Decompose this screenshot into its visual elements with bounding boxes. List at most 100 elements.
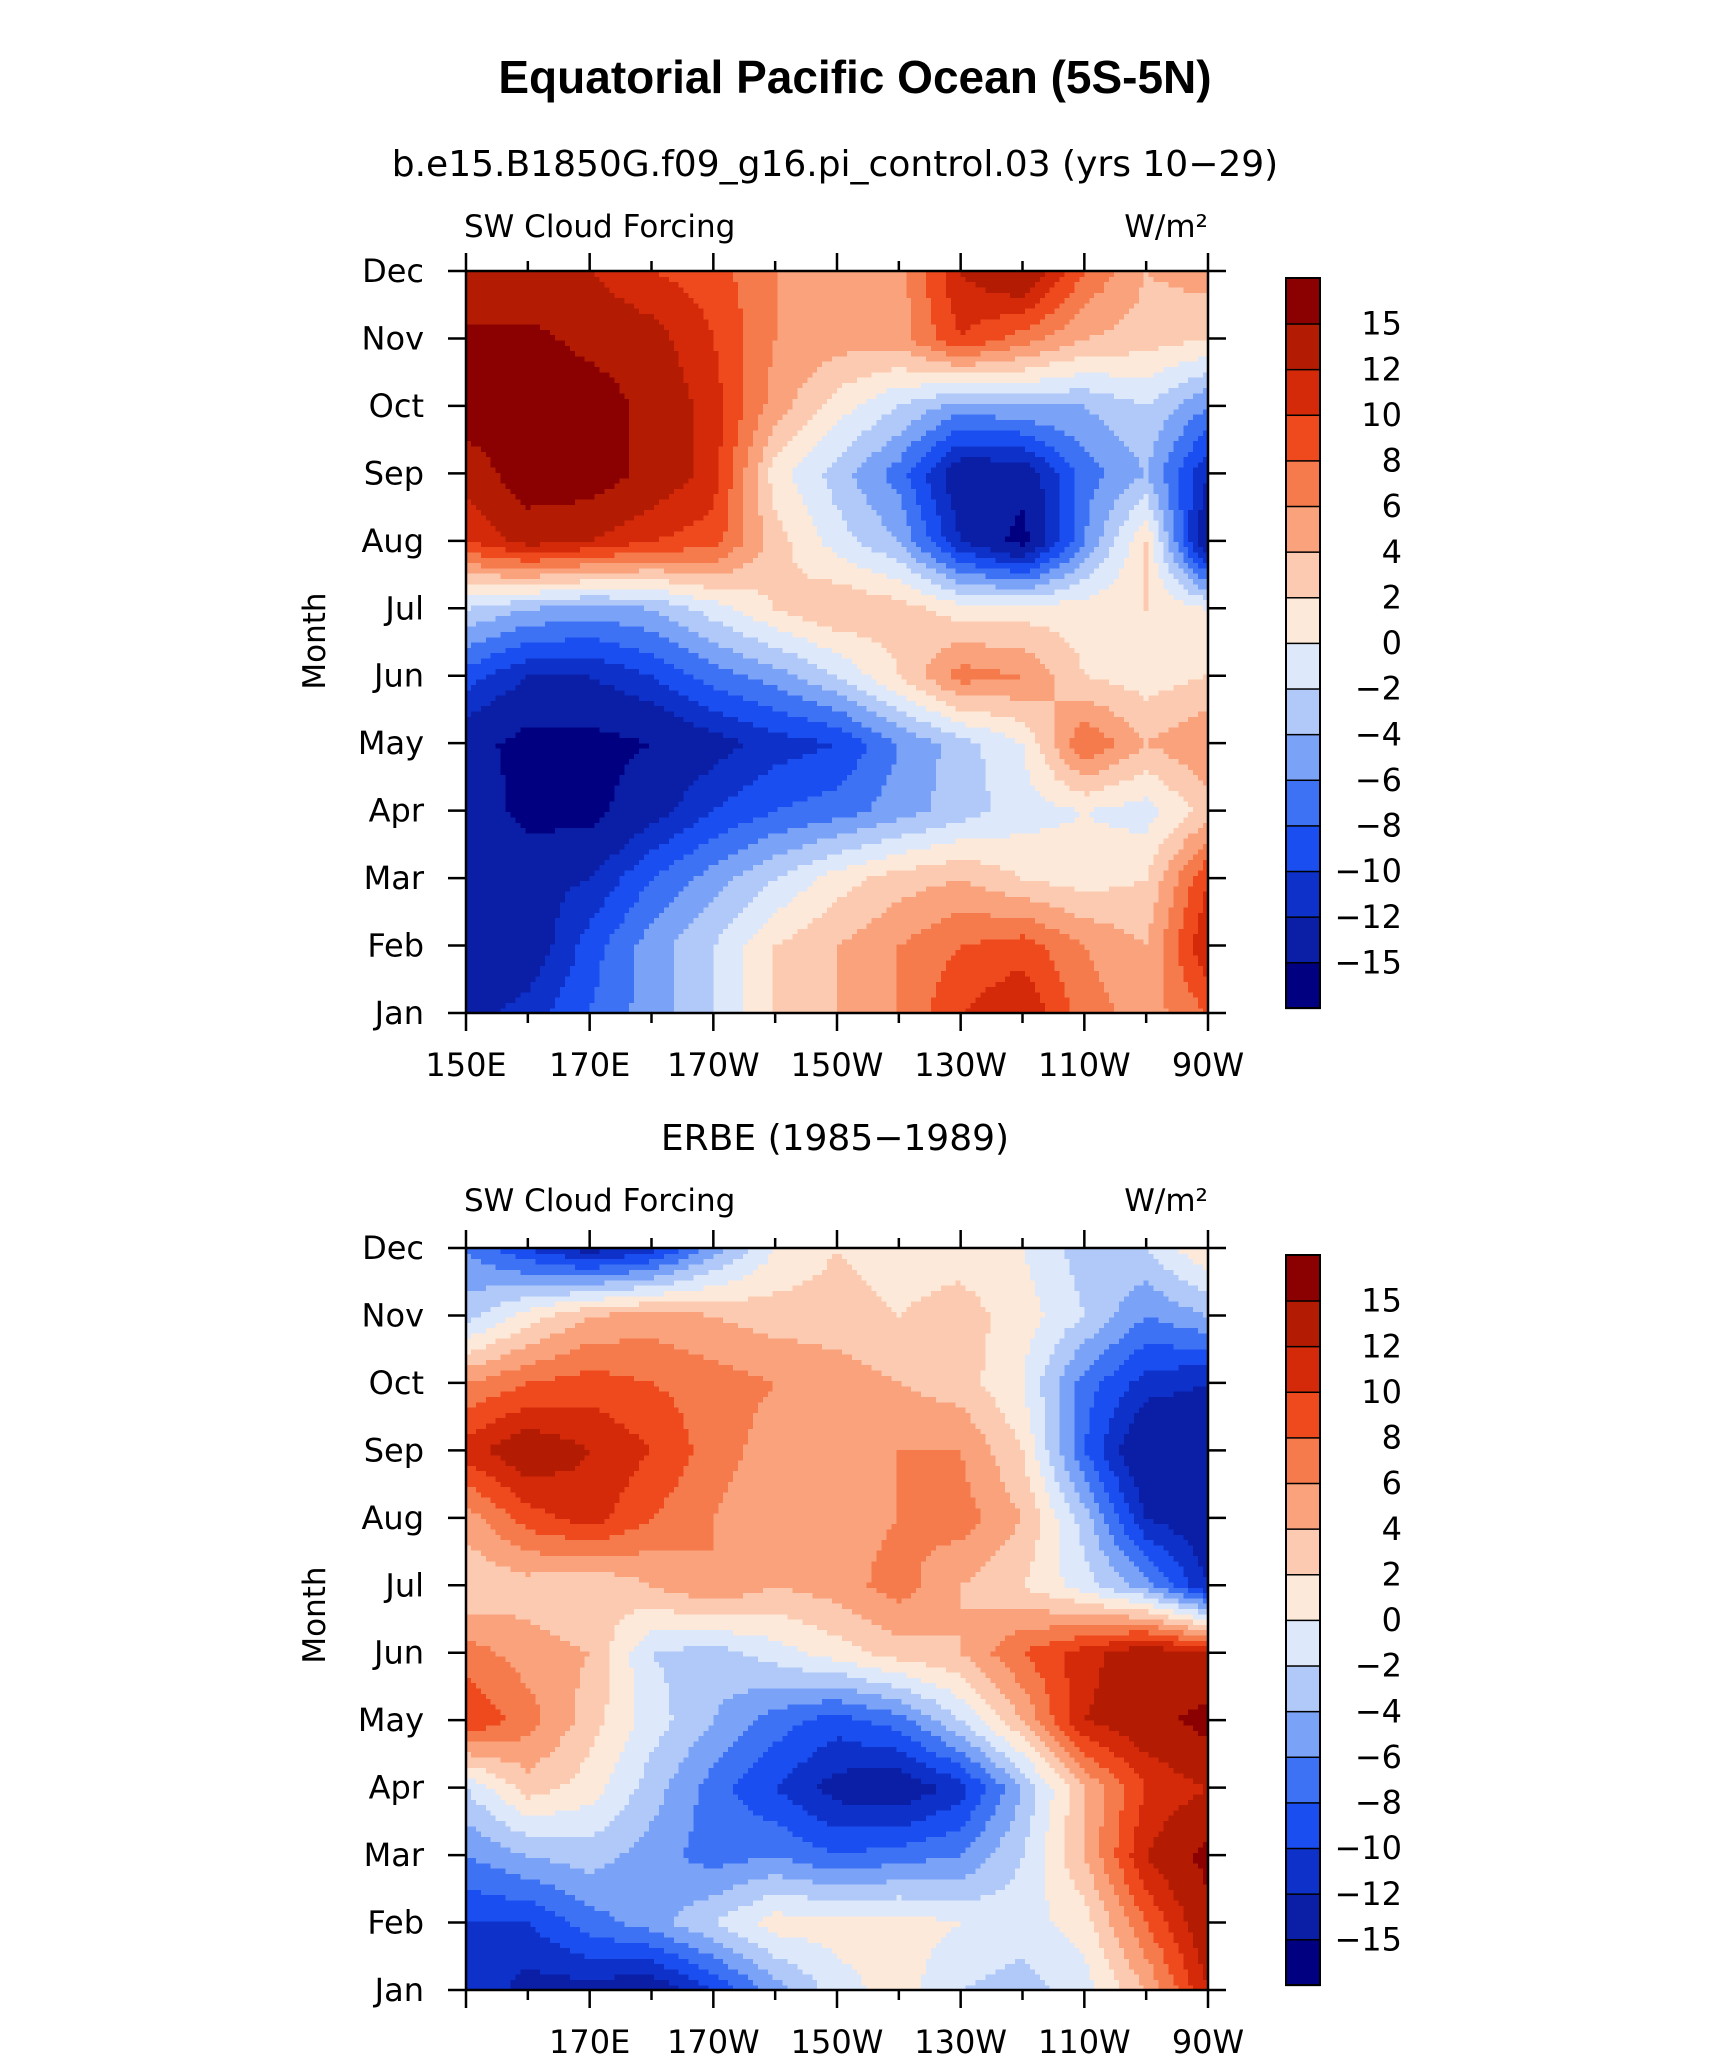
heat-cell: [520, 923, 526, 929]
heat-cell: [738, 896, 744, 902]
heat-cell: [713, 928, 719, 934]
heat-cell: [654, 886, 660, 892]
heat-cell: [971, 949, 977, 955]
heat-cell: [832, 965, 838, 971]
heat-cell: [1114, 960, 1120, 966]
heat-cell: [476, 918, 482, 924]
heat-cell: [891, 976, 897, 982]
heat-cell: [1139, 928, 1145, 934]
heat-cell: [614, 1002, 620, 1008]
heat-cell: [1010, 987, 1016, 993]
heat-cell: [822, 912, 828, 918]
heat-cell: [1144, 907, 1150, 913]
heat-cell: [882, 912, 888, 918]
heat-cell: [976, 997, 982, 1003]
heat-cell: [832, 981, 838, 987]
heat-cell: [877, 1002, 883, 1008]
heat-cell: [654, 918, 660, 924]
heat-cell: [976, 981, 982, 987]
heat-cell: [605, 1002, 611, 1008]
heat-cell: [951, 928, 957, 934]
heat-cell: [792, 939, 798, 945]
heat-cell: [570, 886, 576, 892]
heat-cell: [768, 981, 774, 987]
heat-cell: [1015, 891, 1021, 897]
heat-cell: [1163, 960, 1169, 966]
heat-cell: [733, 912, 739, 918]
heat-cell: [723, 997, 729, 1003]
heat-cell: [728, 976, 734, 982]
heat-cell: [486, 944, 492, 950]
heat-cell: [827, 939, 833, 945]
heat-cell: [1149, 902, 1155, 908]
heat-cell: [1045, 976, 1051, 982]
heat-cell: [758, 934, 764, 940]
heat-cell: [520, 1002, 526, 1008]
heat-cell: [773, 886, 779, 892]
heat-cell: [896, 928, 902, 934]
heat-cell: [1149, 981, 1155, 987]
heat-cell: [941, 976, 947, 982]
heat-cell: [540, 965, 546, 971]
heat-cell: [877, 934, 883, 940]
heat-cell: [614, 955, 620, 961]
heat-cell: [980, 965, 986, 971]
heat-cell: [951, 992, 957, 998]
heat-cell: [886, 891, 892, 897]
heat-cell: [654, 944, 660, 950]
heat-cell: [1168, 997, 1174, 1003]
heat-cell: [763, 981, 769, 987]
heat-cell: [862, 997, 868, 1003]
heat-cell: [1144, 971, 1150, 977]
heat-cell: [990, 918, 996, 924]
heat-cell: [659, 886, 665, 892]
heat-cell: [708, 902, 714, 908]
heat-cell: [1129, 907, 1135, 913]
heat-cell: [951, 960, 957, 966]
heat-cell: [1074, 976, 1080, 982]
heat-cell: [515, 896, 521, 902]
heat-cell: [629, 955, 635, 961]
heat-cell: [763, 923, 769, 929]
heat-cell: [911, 965, 917, 971]
heat-cell: [976, 955, 982, 961]
heat-cell: [1198, 886, 1204, 892]
heat-cell: [941, 923, 947, 929]
heat-cell: [1020, 997, 1026, 1003]
heat-cell: [916, 928, 922, 934]
heat-cell: [540, 939, 546, 945]
heat-cell: [901, 939, 907, 945]
heat-cell: [802, 918, 808, 924]
heat-cell: [1030, 939, 1036, 945]
heat-cell: [624, 987, 630, 993]
heat-cell: [1069, 912, 1075, 918]
heat-cell: [1094, 987, 1100, 993]
heat-cell: [792, 997, 798, 1003]
heat-cell: [634, 997, 640, 1003]
heat-cell: [570, 960, 576, 966]
heat-cell: [867, 912, 873, 918]
heat-cell: [852, 928, 858, 934]
heat-cell: [619, 997, 625, 1003]
heat-cell: [565, 907, 571, 913]
heat-cell: [535, 955, 541, 961]
heat-cell: [506, 886, 512, 892]
heat-cell: [525, 944, 531, 950]
heat-cell: [857, 902, 863, 908]
heat-cell: [1193, 912, 1199, 918]
heat-cell: [1040, 923, 1046, 929]
heat-cell: [1099, 918, 1105, 924]
heat-cell: [877, 928, 883, 934]
heat-cell: [476, 928, 482, 934]
heat-cell: [980, 886, 986, 892]
heat-cell: [476, 896, 482, 902]
heat-cell: [590, 965, 596, 971]
heat-cell: [931, 1002, 937, 1008]
heat-cell: [980, 912, 986, 918]
heat-cell: [941, 912, 947, 918]
heat-cell: [1010, 896, 1016, 902]
heat-cell: [936, 934, 942, 940]
heat-cell: [926, 960, 932, 966]
heat-cell: [1060, 918, 1066, 924]
heat-cell: [896, 886, 902, 892]
